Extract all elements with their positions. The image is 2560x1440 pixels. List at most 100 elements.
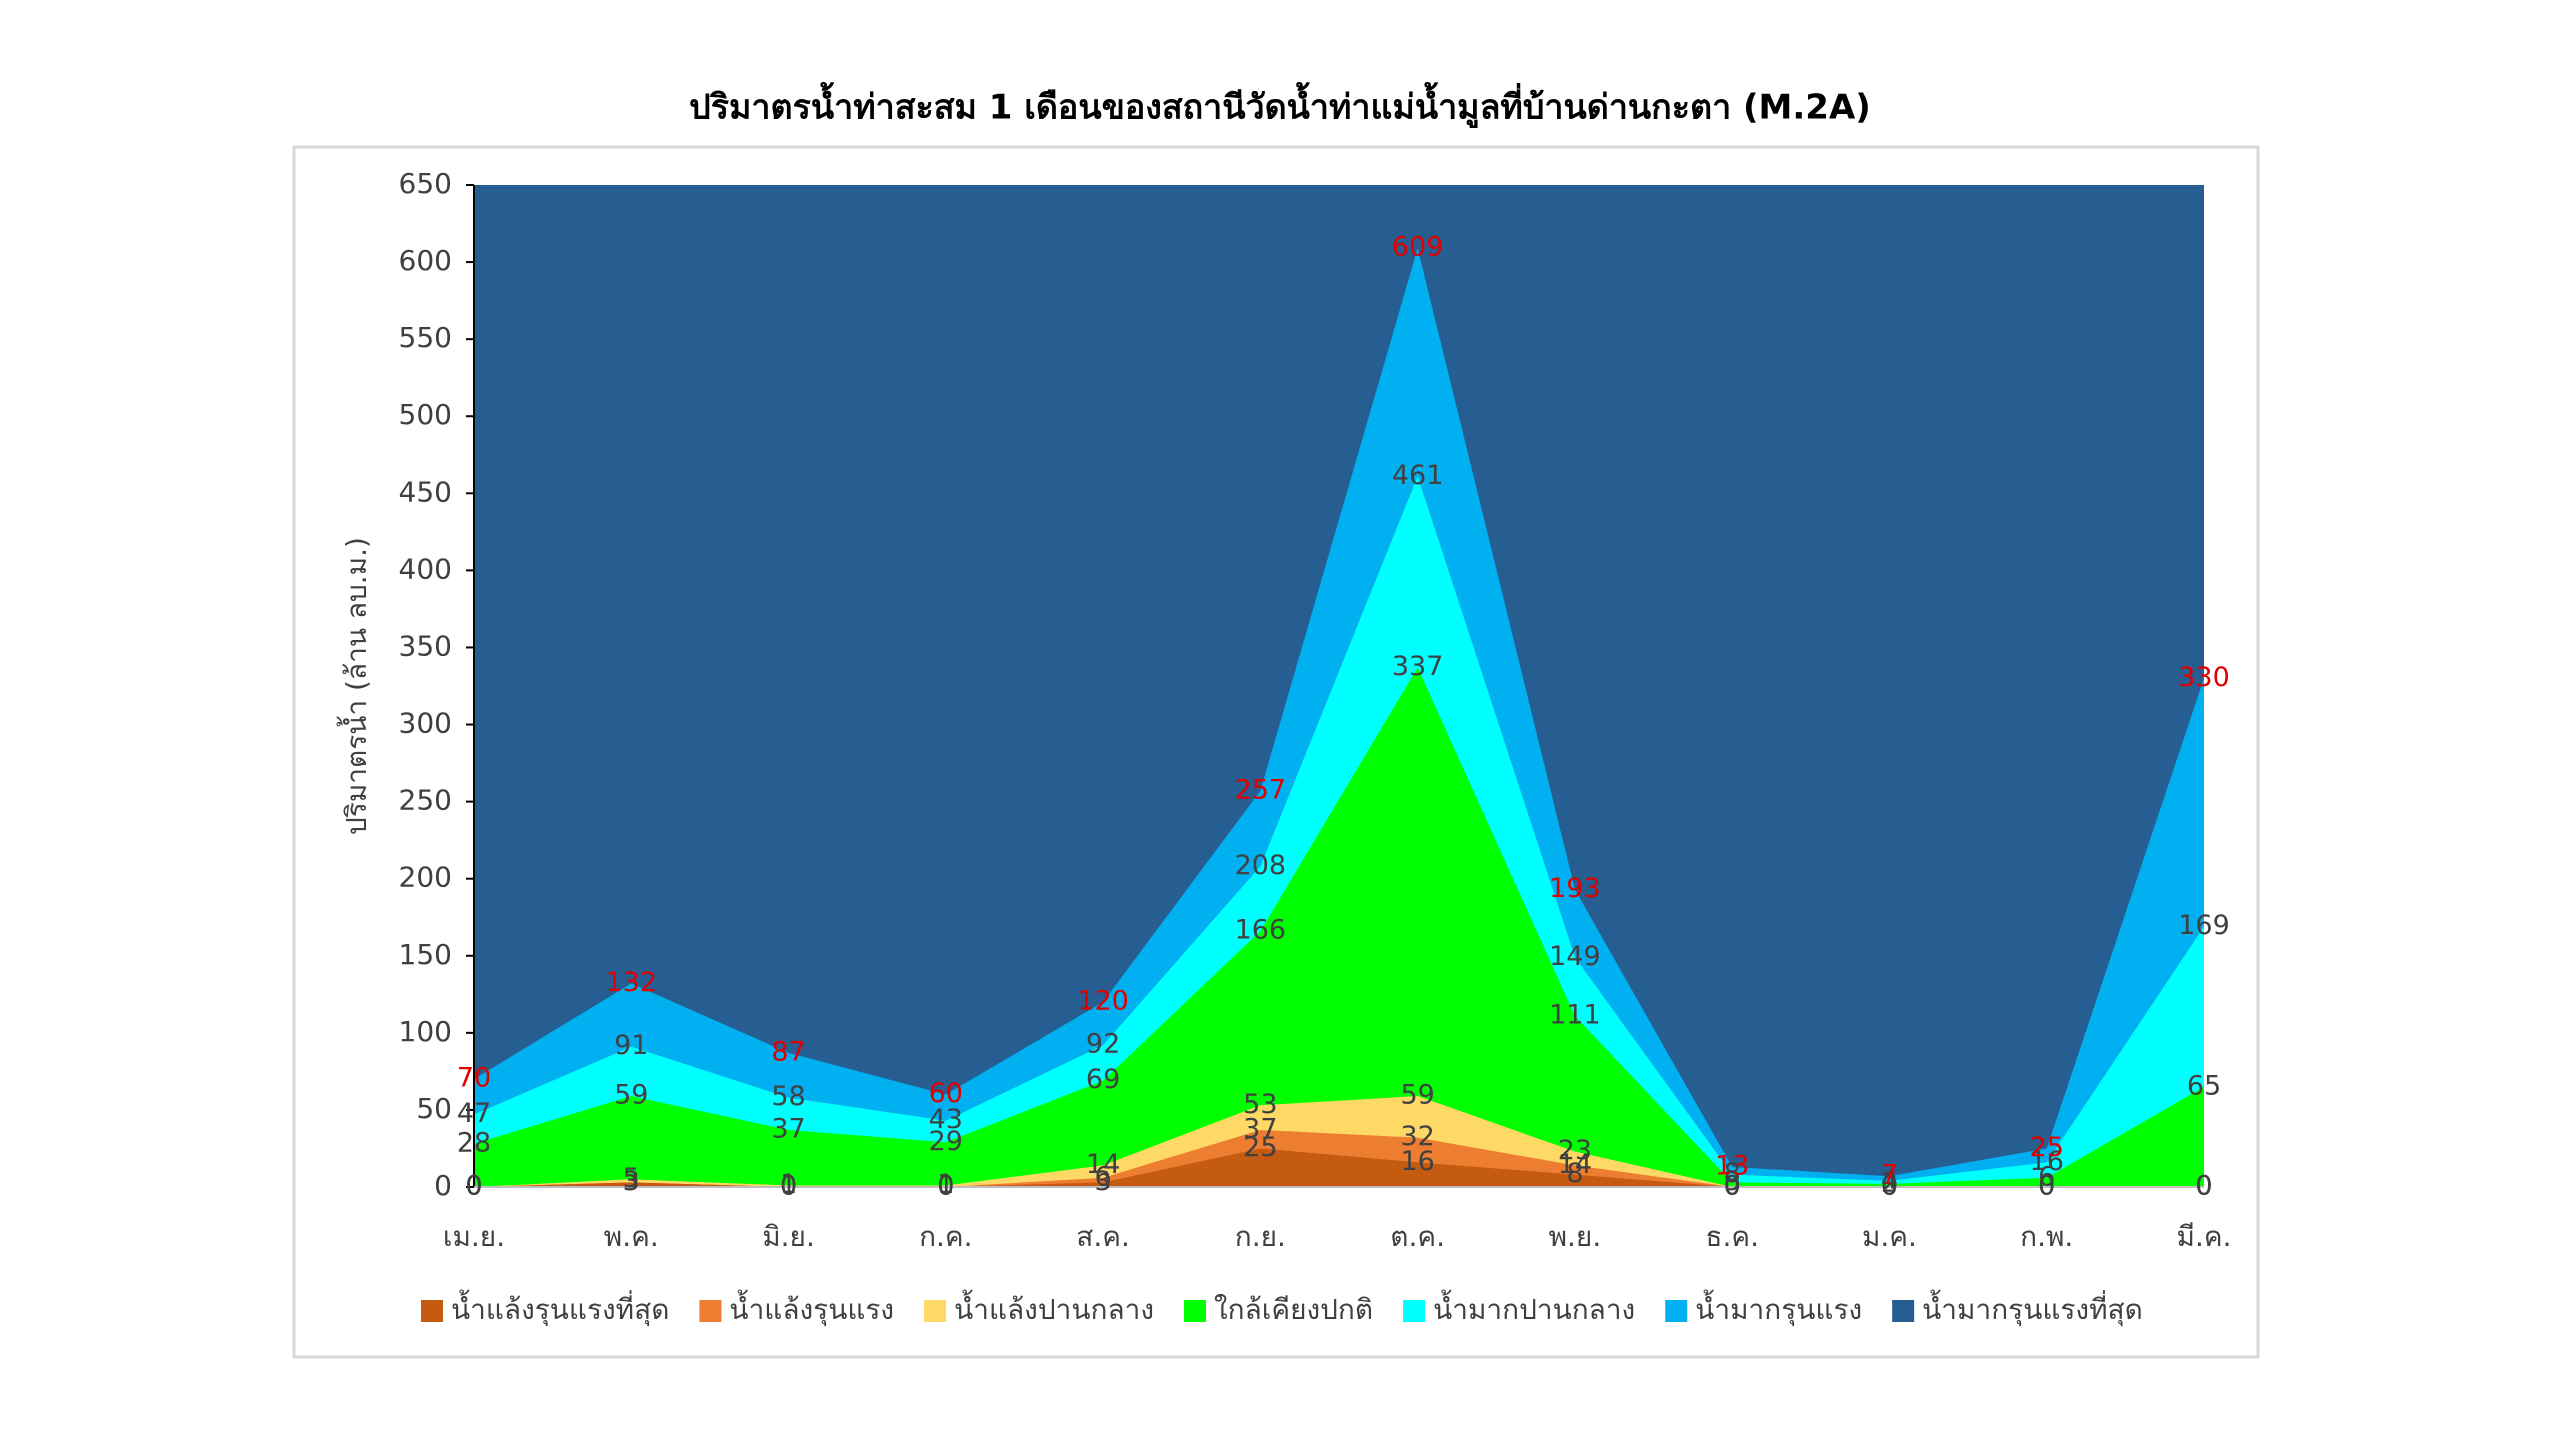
area (474, 1148, 2204, 1187)
y-tick-label: 50 (416, 1092, 452, 1125)
data-label: 1 (780, 1169, 797, 1200)
data-label: 0 (780, 1171, 797, 1202)
data-label: 3 (1724, 1166, 1741, 1197)
data-label: 7 (1881, 1160, 1898, 1191)
legend-label: น้ำแล้งรุนแรงที่สุด (451, 1289, 669, 1327)
data-label: 8 (1724, 1158, 1741, 1189)
data-label: 257 (1235, 774, 1287, 805)
legend-label: น้ำมากรุนแรงที่สุด (1922, 1289, 2143, 1327)
data-label: 70 (457, 1063, 491, 1094)
x-tick-label: ต.ค. (1390, 1220, 1445, 1253)
data-label: 132 (605, 967, 657, 998)
data-label: 2 (1881, 1167, 1898, 1198)
data-label: 8 (1566, 1158, 1583, 1189)
data-label: 3 (1094, 1166, 1111, 1197)
data-label: 6 (2038, 1161, 2055, 1192)
data-label: 0 (937, 1171, 954, 1202)
data-label: 0 (465, 1171, 482, 1202)
data-label: 53 (1243, 1089, 1277, 1120)
y-tick-label: 650 (399, 167, 452, 200)
legend-label: น้ำมากปานกลาง (1433, 1289, 1635, 1326)
x-tick-label: พ.ค. (604, 1220, 659, 1253)
data-label: 58 (771, 1081, 805, 1112)
data-label: 6 (1094, 1161, 1111, 1192)
legend-swatch (699, 1300, 722, 1322)
data-label: 47 (457, 1098, 491, 1129)
legend-swatch (1184, 1300, 1206, 1322)
x-tick-label: ธ.ค. (1705, 1220, 1759, 1253)
data-label: 87 (771, 1036, 805, 1067)
data-label: 5 (623, 1163, 640, 1194)
data-label: 337 (1392, 651, 1444, 682)
y-tick-label: 400 (399, 552, 452, 585)
data-label: 0 (1724, 1171, 1741, 1202)
y-tick-label: 250 (399, 784, 452, 817)
data-label: 193 (1549, 873, 1601, 904)
y-tick-label: 550 (399, 321, 452, 354)
data-label: 0 (465, 1171, 482, 1202)
data-label: 330 (2178, 662, 2230, 693)
data-label: 37 (1243, 1113, 1277, 1144)
data-label: 3 (623, 1166, 640, 1197)
data-label: 91 (614, 1030, 648, 1061)
data-label: 60 (929, 1078, 963, 1109)
data-label: 0 (1881, 1171, 1898, 1202)
data-label: 92 (1086, 1029, 1120, 1060)
data-label: 23 (1558, 1135, 1592, 1166)
chart-title: ปริมาตรน้ำท่าสะสม 1 เดือนของสถานีวัดน้ำท… (689, 82, 1871, 129)
data-label: 0 (2038, 1171, 2055, 1202)
y-tick-label: 100 (399, 1015, 452, 1048)
y-tick-label: 150 (399, 938, 452, 971)
data-label: 208 (1235, 850, 1287, 881)
y-tick-label: 0 (434, 1169, 452, 1202)
data-label: 111 (1549, 999, 1601, 1030)
data-label: 0 (2195, 1171, 2212, 1202)
data-label: 28 (457, 1127, 491, 1158)
data-label: 0 (780, 1171, 797, 1202)
data-label: 16 (2030, 1146, 2064, 1177)
data-label: 59 (614, 1080, 648, 1111)
data-label: 0 (1724, 1171, 1741, 1202)
data-label: 37 (771, 1113, 805, 1144)
data-label: 166 (1235, 915, 1287, 946)
y-tick-label: 500 (399, 398, 452, 431)
x-tick-label: ส.ค. (1076, 1220, 1130, 1253)
data-label: 3 (623, 1166, 640, 1197)
data-label: 16 (1400, 1146, 1434, 1177)
legend-swatch (421, 1300, 443, 1322)
data-label: 13 (1715, 1150, 1749, 1181)
legend-swatch (1403, 1300, 1426, 1322)
x-tick-label: มี.ค. (2177, 1220, 2232, 1253)
data-label: 14 (1558, 1149, 1592, 1180)
data-label: 169 (2178, 910, 2230, 941)
data-label: 0 (465, 1171, 482, 1202)
data-label: 120 (1077, 986, 1129, 1017)
x-tick-label: ก.ค. (919, 1220, 972, 1253)
y-tick-label: 450 (399, 475, 452, 508)
area (474, 667, 2204, 1187)
data-label: 14 (1086, 1149, 1120, 1180)
data-label: 0 (1881, 1171, 1898, 1202)
x-tick-label: ก.ย. (1235, 1220, 1286, 1253)
x-tick-label: ก.พ. (2020, 1220, 2073, 1253)
y-tick-label: 200 (399, 861, 452, 894)
data-label: 149 (1549, 941, 1601, 972)
data-label: 609 (1392, 232, 1444, 263)
data-label: 0 (937, 1171, 954, 1202)
data-label: 0 (1724, 1171, 1741, 1202)
data-label: 0 (1881, 1171, 1898, 1202)
legend-label: น้ำมากรุนแรง (1695, 1289, 1862, 1327)
y-axis-title: ปริมาตรน้ำ (ล้าน ลบ.ม.) (336, 537, 373, 835)
legend-label: น้ำแล้งปานกลาง (954, 1289, 1154, 1326)
data-label: 69 (1086, 1064, 1120, 1095)
data-label: 25 (2030, 1132, 2064, 1163)
y-tick-label: 350 (399, 629, 452, 662)
data-label: 32 (1400, 1121, 1434, 1152)
data-label: 25 (1243, 1132, 1277, 1163)
y-tick-label: 600 (399, 244, 452, 277)
data-label: 65 (2187, 1070, 2221, 1101)
data-label: 0 (2038, 1171, 2055, 1202)
legend-swatch (1892, 1300, 1915, 1322)
